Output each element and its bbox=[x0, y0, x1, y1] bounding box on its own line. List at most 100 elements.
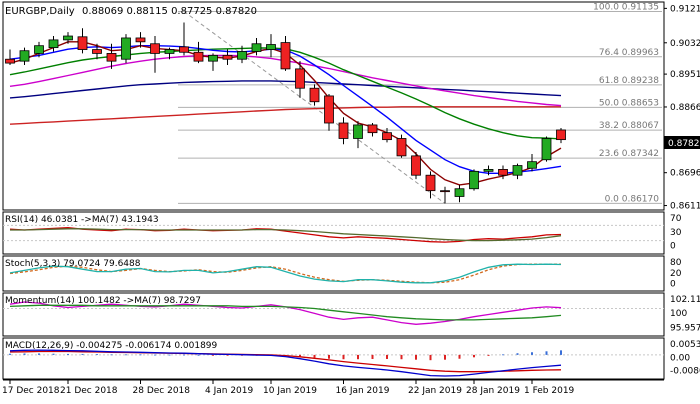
candle-body bbox=[151, 44, 160, 54]
indicator-tick-label: 100 bbox=[670, 309, 687, 319]
macd-histogram-bar bbox=[125, 354, 127, 355]
macd-histogram-bar bbox=[154, 355, 156, 356]
date-tick-label: 16 Jan 2019 bbox=[336, 386, 390, 396]
macd-histogram-bar bbox=[502, 354, 504, 355]
price-tick-label: 0.86965 bbox=[670, 169, 700, 179]
macd-histogram-bar bbox=[459, 355, 461, 359]
fib-label: 0.0 0.86170 bbox=[605, 194, 660, 204]
candle-body bbox=[165, 50, 174, 54]
candle-body bbox=[6, 59, 15, 63]
macd-histogram-bar bbox=[401, 355, 403, 359]
indicator-label: Momentum(14) 100.1482 ->MA(7) 98.7297 bbox=[5, 296, 201, 306]
macd-histogram-bar bbox=[111, 354, 113, 355]
date-tick-label: 1 Feb 2019 bbox=[524, 386, 575, 396]
indicator-tick-label: 80 bbox=[670, 258, 682, 268]
candle-body bbox=[136, 38, 145, 42]
price-tick-label: 0.91215 bbox=[670, 4, 700, 14]
indicator-tick-label: 70 bbox=[670, 214, 682, 224]
macd-histogram-bar bbox=[140, 354, 142, 355]
macd-histogram-bar bbox=[546, 351, 548, 355]
macd-histogram-bar bbox=[24, 353, 26, 354]
date-tick-label: 10 Jan 2019 bbox=[263, 386, 317, 396]
macd-histogram-bar bbox=[9, 354, 11, 355]
date-tick-label: 4 Jan 2019 bbox=[205, 386, 253, 396]
indicator-tick-label: 0 bbox=[670, 280, 676, 290]
candle-body bbox=[238, 51, 247, 59]
candle-body bbox=[325, 96, 334, 123]
fib-label: 100.0 0.91135 bbox=[593, 2, 659, 12]
candle-body bbox=[180, 47, 189, 52]
date-tick-label: 22 Jan 2019 bbox=[408, 386, 462, 396]
macd-histogram-bar bbox=[96, 354, 98, 355]
fib-label: 23.6 0.87342 bbox=[599, 149, 659, 159]
candle-body bbox=[194, 52, 203, 61]
date-tick-label: 28 Jan 2019 bbox=[466, 386, 520, 396]
macd-histogram-bar bbox=[343, 355, 345, 359]
candle-body bbox=[78, 37, 87, 50]
indicator-tick-label: 102.1194 bbox=[670, 295, 700, 305]
date-tick-label: 28 Dec 2018 bbox=[133, 386, 191, 396]
fib-label: 61.8 0.89238 bbox=[599, 76, 659, 86]
fib-label: 76.4 0.89963 bbox=[599, 48, 659, 58]
macd-histogram-bar bbox=[67, 354, 69, 355]
candle-body bbox=[20, 51, 29, 61]
price-tick-label: 0.88665 bbox=[670, 103, 700, 113]
symbol-label: EURGBP,Daily bbox=[5, 6, 75, 17]
current-price-badge-text: 0.87820 bbox=[668, 139, 700, 149]
candle-body bbox=[542, 138, 551, 159]
macd-histogram-bar bbox=[372, 355, 374, 359]
fib-label: 38.2 0.88067 bbox=[599, 121, 659, 131]
macd-histogram-bar bbox=[430, 355, 432, 360]
indicator-tick-label: 0.00 bbox=[670, 353, 690, 363]
indicator-label: Stoch(5,3,3) 79.0724 79.6488 bbox=[5, 259, 141, 269]
date-tick-label: 21 Dec 2018 bbox=[60, 386, 118, 396]
candle-body bbox=[470, 171, 479, 188]
date-tick-label: 17 Dec 2018 bbox=[2, 386, 60, 396]
price-tick-label: 0.86115 bbox=[670, 202, 700, 212]
ohlc-label: 0.88069 0.88115 0.87725 0.87820 bbox=[82, 6, 257, 17]
candle-body bbox=[35, 46, 44, 54]
macd-histogram-bar bbox=[473, 355, 475, 357]
fib-label: 50.0 0.88653 bbox=[599, 98, 659, 108]
candle-body bbox=[557, 130, 566, 140]
candle-body bbox=[455, 189, 464, 197]
candle-body bbox=[281, 43, 290, 69]
candle-body bbox=[528, 162, 537, 169]
macd-histogram-bar bbox=[169, 355, 171, 356]
candle-body bbox=[383, 133, 392, 140]
macd-histogram-bar bbox=[531, 352, 533, 355]
macd-histogram-bar bbox=[415, 355, 417, 360]
candle-body bbox=[49, 40, 58, 48]
candle-body bbox=[93, 50, 102, 54]
candle-body bbox=[426, 175, 435, 190]
candle-body bbox=[310, 88, 319, 102]
candle-body bbox=[412, 156, 421, 175]
macd-histogram-bar bbox=[82, 354, 84, 355]
macd-histogram-bar bbox=[183, 355, 185, 356]
indicator-tick-label: -0.008088 bbox=[670, 367, 700, 377]
candle-body bbox=[122, 38, 131, 59]
candle-body bbox=[252, 44, 261, 52]
candle-body bbox=[296, 69, 305, 88]
macd-histogram-bar bbox=[517, 353, 519, 355]
price-tick-label: 0.90325 bbox=[670, 39, 700, 49]
macd-histogram-bar bbox=[444, 355, 446, 360]
macd-histogram-bar bbox=[38, 353, 40, 354]
macd-histogram-bar bbox=[386, 355, 388, 359]
indicator-tick-label: 95.9574 bbox=[670, 323, 700, 333]
macd-histogram-bar bbox=[328, 355, 330, 359]
macd-histogram-bar bbox=[53, 354, 55, 355]
candle-body bbox=[209, 55, 218, 61]
candle-body bbox=[223, 55, 232, 59]
candle-body bbox=[499, 169, 508, 175]
indicator-tick-label: 20 bbox=[670, 269, 682, 279]
indicator-tick-label: 0.0053 bbox=[670, 340, 700, 350]
candle-body bbox=[484, 169, 493, 171]
candle-body bbox=[339, 123, 348, 138]
macd-histogram-bar bbox=[357, 355, 359, 359]
indicator-tick-label: 30 bbox=[670, 228, 682, 238]
macd-histogram-bar bbox=[488, 355, 490, 356]
